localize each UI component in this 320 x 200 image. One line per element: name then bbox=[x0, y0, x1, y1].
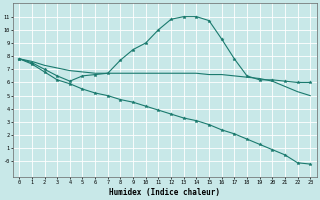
X-axis label: Humidex (Indice chaleur): Humidex (Indice chaleur) bbox=[109, 188, 220, 197]
